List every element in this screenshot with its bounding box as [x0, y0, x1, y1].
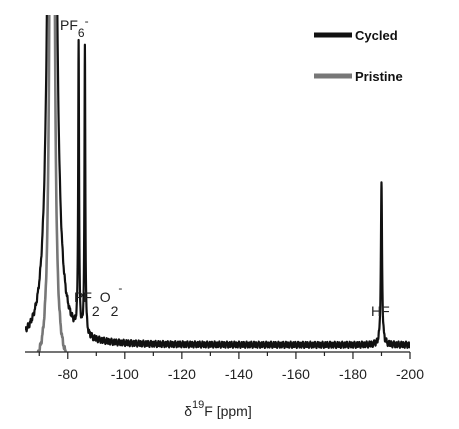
x-tick-label: -180 [339, 366, 367, 382]
x-tick-label: -120 [168, 366, 196, 382]
annotation-pf6: PF6- [60, 14, 89, 40]
x-tick-label: -160 [282, 366, 310, 382]
annotation-hf: HF [371, 303, 390, 319]
x-tick-label: -80 [58, 366, 78, 382]
annotation-pf2o2: PF2O2- [74, 281, 122, 319]
x-tick-label: -100 [111, 366, 139, 382]
legend: Cycled Pristine [314, 28, 403, 84]
plot-area [25, 15, 410, 352]
legend-label-cycled: Cycled [355, 28, 398, 43]
legend-label-pristine: Pristine [355, 69, 403, 84]
x-axis-title: δ19F [ppm] [184, 399, 252, 419]
series-line-cycled [25, 15, 410, 350]
x-tick-label: -140 [225, 366, 253, 382]
x-axis: -80 -100 -120 -140 -160 -180 -200 [25, 351, 424, 382]
x-tick-label: -200 [396, 366, 424, 382]
